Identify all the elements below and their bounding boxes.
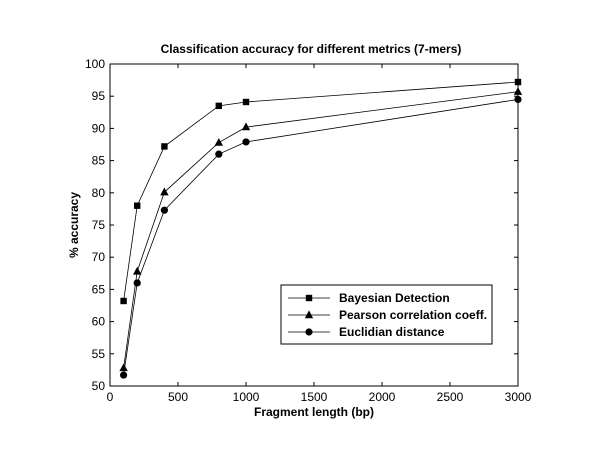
- y-axis: 50 55 60 65 70 75 80 85 90 95 100: [85, 57, 518, 393]
- y-tick-label: 50: [92, 379, 106, 393]
- x-tick-label: 500: [168, 390, 188, 404]
- y-tick-label: 70: [92, 250, 106, 264]
- legend-label: Pearson correlation coeff.: [339, 308, 487, 322]
- legend-label: Bayesian Detection: [339, 291, 450, 305]
- legend: Bayesian Detection Pearson correlation co…: [280, 284, 493, 345]
- x-tick-label: 1500: [301, 390, 328, 404]
- series-circle: [120, 95, 522, 379]
- data-point: [133, 266, 142, 275]
- y-tick-label: 75: [92, 218, 106, 232]
- legend-marker-circle: [305, 328, 313, 336]
- data-point: [514, 78, 522, 86]
- data-point: [160, 206, 168, 214]
- data-point: [513, 87, 523, 95]
- data-point: [133, 279, 141, 287]
- series-line: [123, 91, 519, 369]
- legend-marker-square: [305, 294, 313, 302]
- y-tick-label: 65: [92, 282, 106, 296]
- data-point: [241, 122, 251, 131]
- x-tick-label: 0: [107, 390, 114, 404]
- x-tick-label: 3000: [505, 390, 532, 404]
- data-point: [161, 143, 168, 150]
- legend-label: Euclidian distance: [339, 325, 445, 339]
- data-point: [214, 137, 223, 146]
- x-tick-label: 1000: [233, 390, 260, 404]
- x-axis-label: Fragment length (bp): [254, 405, 374, 419]
- data-point: [242, 98, 250, 106]
- series-line: [123, 81, 519, 302]
- series-line: [123, 99, 519, 376]
- chart-title: Classification accuracy for different me…: [161, 42, 462, 56]
- data-point: [215, 150, 223, 158]
- y-tick-label: 85: [92, 154, 106, 168]
- series-layer: [119, 78, 523, 379]
- y-tick-label: 80: [92, 186, 106, 200]
- data-point: [120, 297, 127, 305]
- series-triangle: [119, 87, 523, 372]
- x-tick-label: 2500: [437, 390, 464, 404]
- data-point: [120, 371, 128, 379]
- data-point: [119, 363, 128, 372]
- y-tick-label: 90: [92, 121, 106, 135]
- data-point: [160, 187, 169, 196]
- x-axis: 0 500 1000 1500 2000 2500 3000: [107, 64, 532, 404]
- y-tick-label: 60: [92, 315, 106, 329]
- y-tick-label: 55: [92, 347, 106, 361]
- y-tick-label: 100: [85, 57, 105, 71]
- data-point: [215, 102, 222, 110]
- y-tick-label: 95: [92, 89, 106, 103]
- data-point: [242, 138, 250, 146]
- legend-marker-triangle: [304, 310, 314, 319]
- legend-box: [280, 284, 493, 345]
- y-axis-label: % accuracy: [67, 192, 81, 258]
- series-square: [120, 78, 522, 305]
- data-point: [134, 202, 141, 209]
- x-tick-label: 2000: [369, 390, 396, 404]
- data-point: [514, 95, 522, 104]
